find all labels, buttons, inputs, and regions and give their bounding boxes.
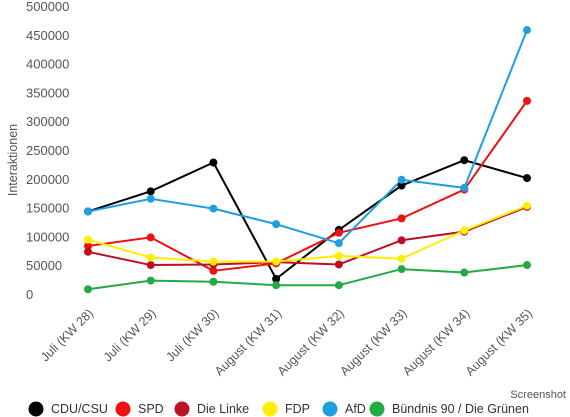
y-tick-label: 300000 (26, 114, 69, 129)
legend-label: CDU/CSU (51, 402, 108, 416)
data-point (146, 253, 155, 262)
y-tick-label: 500000 (26, 0, 69, 14)
data-point (334, 260, 343, 269)
data-point (334, 239, 343, 248)
y-tick-label: 0 (26, 287, 33, 302)
legend-marker (28, 401, 44, 417)
data-point (334, 251, 343, 260)
x-tick-label: August (KW 34) (400, 306, 472, 378)
data-point (84, 242, 92, 251)
data-point (460, 226, 469, 235)
x-tick-label: August (KW 33) (337, 306, 409, 378)
data-point (146, 233, 155, 242)
y-axis-label: Interaktionen (6, 124, 20, 196)
x-tick-label: Juli (KW 28) (38, 306, 96, 364)
data-point (209, 158, 218, 167)
data-point (460, 183, 469, 192)
legend-marker (174, 401, 190, 417)
data-point (209, 266, 218, 275)
y-axis-ticks: 0 50000 100000 150000 200000 250000 300000 3500… (26, 0, 69, 302)
data-point (272, 274, 281, 283)
data-point (397, 236, 406, 245)
data-point (272, 257, 281, 266)
data-point (460, 156, 469, 165)
y-tick-label: 350000 (26, 85, 69, 100)
data-point (84, 247, 92, 256)
data-point (209, 204, 218, 213)
legend-label: Bündnis 90 / Die Grünen (392, 402, 529, 416)
legend-label: FDP (285, 402, 310, 416)
data-point (523, 26, 531, 35)
data-point (146, 261, 155, 270)
data-point (397, 181, 406, 190)
legend: CDU/CSU SPD Die Linke FDP AfD Bündnis 90 / Di… (28, 401, 529, 417)
watermark-text: Screenshot (510, 389, 566, 401)
y-tick-label: 150000 (26, 201, 69, 216)
x-axis-ticks: Juli (KW 28) Juli (KW 29) Juli (KW 30)Augu… (38, 306, 535, 378)
data-point (523, 96, 531, 105)
y-tick-label: 250000 (26, 143, 69, 158)
data-point (397, 265, 406, 274)
x-tick-label: August (KW 35) (463, 306, 535, 378)
series-lines (87, 29, 528, 291)
data-point (84, 207, 92, 216)
y-tick-label: 450000 (26, 28, 69, 43)
legend-label: Die Linke (197, 402, 249, 416)
series-line (87, 29, 528, 245)
legend-label: SPD (138, 402, 164, 416)
data-point (272, 281, 281, 290)
x-tick-label: August (KW 31) (212, 306, 284, 378)
series-line (87, 264, 528, 291)
series-line (87, 204, 528, 263)
data-point (397, 214, 406, 223)
legend-marker (115, 401, 131, 417)
x-tick-label: August (KW 32) (275, 306, 347, 378)
data-point (397, 254, 406, 263)
y-tick-label: 50000 (26, 258, 62, 273)
data-point (460, 268, 469, 277)
legend-label: AfD (345, 402, 366, 416)
data-point (146, 194, 155, 203)
series-line (87, 100, 528, 272)
series-points (84, 26, 531, 294)
x-tick-label: Juli (KW 30) (164, 306, 222, 364)
data-point (272, 220, 281, 229)
data-point (523, 174, 531, 183)
data-point (523, 261, 531, 270)
data-point (84, 285, 92, 294)
data-point (334, 281, 343, 290)
legend-marker (262, 401, 278, 417)
legend-marker (369, 401, 385, 417)
legend-marker (322, 401, 338, 417)
data-point (209, 277, 218, 286)
data-point (397, 175, 406, 184)
y-tick-label: 100000 (26, 229, 69, 244)
data-point (146, 276, 155, 285)
data-point (334, 228, 343, 237)
series-line (87, 159, 528, 280)
data-point (523, 201, 531, 210)
data-point (84, 235, 92, 244)
y-tick-label: 400000 (26, 57, 69, 72)
data-point (209, 257, 218, 266)
series-line (87, 205, 528, 267)
y-tick-label: 200000 (26, 172, 69, 187)
data-point (146, 187, 155, 196)
x-tick-label: Juli (KW 29) (101, 306, 159, 364)
